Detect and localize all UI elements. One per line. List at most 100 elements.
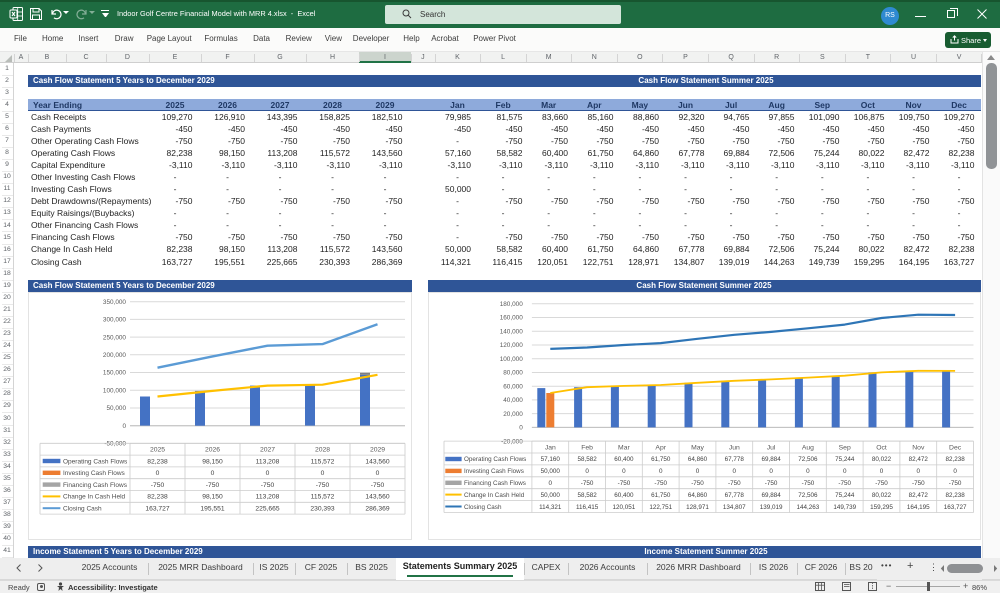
svg-text:350,000: 350,000: [103, 299, 127, 306]
svg-text:98,150: 98,150: [202, 494, 223, 501]
svg-text:149,739: 149,739: [833, 504, 856, 511]
svg-text:0: 0: [321, 470, 325, 477]
svg-text:0: 0: [376, 470, 380, 477]
svg-text:180,000: 180,000: [500, 301, 524, 308]
svg-text:0: 0: [585, 468, 589, 475]
svg-text:Jun: Jun: [729, 444, 740, 451]
svg-text:-750: -750: [261, 482, 275, 489]
svg-text:2027: 2027: [260, 447, 275, 454]
svg-text:82,238: 82,238: [945, 456, 965, 463]
svg-text:2026: 2026: [205, 447, 220, 454]
svg-text:80,000: 80,000: [503, 370, 523, 377]
svg-text:163,727: 163,727: [944, 504, 967, 511]
svg-text:Jan: Jan: [545, 444, 556, 451]
svg-text:120,051: 120,051: [613, 504, 636, 511]
svg-text:120,000: 120,000: [500, 342, 524, 349]
svg-text:82,238: 82,238: [945, 492, 965, 499]
svg-text:0: 0: [519, 425, 523, 432]
svg-text:58,582: 58,582: [577, 492, 597, 499]
svg-text:0: 0: [156, 470, 160, 477]
svg-text:100,000: 100,000: [103, 388, 127, 395]
svg-text:0: 0: [953, 468, 957, 475]
svg-text:114,321: 114,321: [539, 504, 562, 511]
svg-text:-750: -750: [949, 480, 962, 487]
svg-text:50,000: 50,000: [106, 405, 126, 412]
svg-text:82,238: 82,238: [147, 494, 168, 501]
svg-text:60,000: 60,000: [503, 383, 523, 390]
svg-text:163,727: 163,727: [145, 506, 169, 513]
svg-text:0: 0: [769, 468, 773, 475]
svg-text:-750: -750: [875, 480, 888, 487]
svg-text:69,884: 69,884: [761, 456, 781, 463]
svg-text:-50,000: -50,000: [104, 441, 126, 448]
svg-text:-750: -750: [206, 482, 220, 489]
svg-text:0: 0: [880, 468, 884, 475]
svg-text:67,778: 67,778: [725, 456, 745, 463]
svg-text:Closing Cash: Closing Cash: [464, 504, 502, 511]
svg-text:113,208: 113,208: [256, 494, 280, 501]
svg-text:80,022: 80,022: [872, 456, 892, 463]
svg-text:72,506: 72,506: [798, 456, 818, 463]
svg-text:Change In Cash Held: Change In Cash Held: [464, 492, 525, 499]
svg-text:0: 0: [549, 480, 553, 487]
svg-text:40,000: 40,000: [503, 397, 523, 404]
svg-text:-750: -750: [691, 480, 704, 487]
svg-text:115,572: 115,572: [311, 458, 335, 465]
svg-text:113,208: 113,208: [256, 458, 280, 465]
svg-text:98,150: 98,150: [202, 458, 223, 465]
svg-text:100,000: 100,000: [500, 356, 524, 363]
svg-text:122,751: 122,751: [649, 504, 672, 511]
svg-text:0: 0: [211, 470, 215, 477]
svg-text:128,971: 128,971: [686, 504, 709, 511]
svg-text:Feb: Feb: [581, 444, 593, 451]
svg-text:-750: -750: [802, 480, 815, 487]
svg-text:57,160: 57,160: [541, 456, 561, 463]
svg-text:69,884: 69,884: [761, 492, 781, 499]
svg-text:2025: 2025: [150, 447, 165, 454]
svg-text:75,244: 75,244: [835, 456, 855, 463]
svg-text:0: 0: [622, 468, 626, 475]
svg-text:139,019: 139,019: [760, 504, 783, 511]
svg-text:58,582: 58,582: [577, 456, 597, 463]
svg-text:0: 0: [917, 468, 921, 475]
svg-text:286,369: 286,369: [365, 506, 389, 513]
svg-text:230,393: 230,393: [310, 506, 334, 513]
svg-text:82,472: 82,472: [909, 492, 929, 499]
svg-text:Jul: Jul: [767, 444, 776, 451]
svg-text:-750: -750: [912, 480, 925, 487]
svg-text:144,263: 144,263: [797, 504, 820, 511]
svg-text:Mar: Mar: [618, 444, 630, 451]
svg-text:115,572: 115,572: [311, 494, 335, 501]
svg-text:300,000: 300,000: [103, 317, 127, 324]
svg-text:50,000: 50,000: [541, 492, 561, 499]
svg-text:143,560: 143,560: [365, 458, 389, 465]
svg-text:61,750: 61,750: [651, 492, 671, 499]
svg-text:250,000: 250,000: [103, 334, 127, 341]
svg-text:0: 0: [696, 468, 700, 475]
svg-text:Change In Cash Held: Change In Cash Held: [63, 494, 126, 501]
svg-text:200,000: 200,000: [103, 352, 127, 359]
svg-text:Closing Cash: Closing Cash: [63, 506, 102, 513]
svg-text:2028: 2028: [315, 447, 330, 454]
svg-text:Operating Cash Flows: Operating Cash Flows: [63, 458, 128, 465]
svg-text:64,860: 64,860: [688, 456, 708, 463]
svg-text:-750: -750: [728, 480, 741, 487]
svg-text:0: 0: [843, 468, 847, 475]
svg-text:80,022: 80,022: [872, 492, 892, 499]
svg-text:150,000: 150,000: [103, 370, 127, 377]
svg-text:Apr: Apr: [655, 444, 666, 451]
svg-text:-750: -750: [654, 480, 667, 487]
svg-text:Financing Cash Flows: Financing Cash Flows: [464, 480, 526, 487]
svg-text:0: 0: [659, 468, 663, 475]
svg-text:May: May: [691, 444, 704, 451]
svg-text:159,295: 159,295: [870, 504, 893, 511]
svg-text:-750: -750: [765, 480, 778, 487]
svg-text:-750: -750: [838, 480, 851, 487]
svg-text:Investing Cash Flows: Investing Cash Flows: [464, 468, 524, 475]
svg-text:75,244: 75,244: [835, 492, 855, 499]
svg-text:0: 0: [733, 468, 737, 475]
svg-text:Aug: Aug: [802, 444, 814, 451]
svg-text:Operating Cash Flows: Operating Cash Flows: [464, 456, 526, 463]
svg-text:2029: 2029: [370, 447, 385, 454]
svg-text:0: 0: [806, 468, 810, 475]
